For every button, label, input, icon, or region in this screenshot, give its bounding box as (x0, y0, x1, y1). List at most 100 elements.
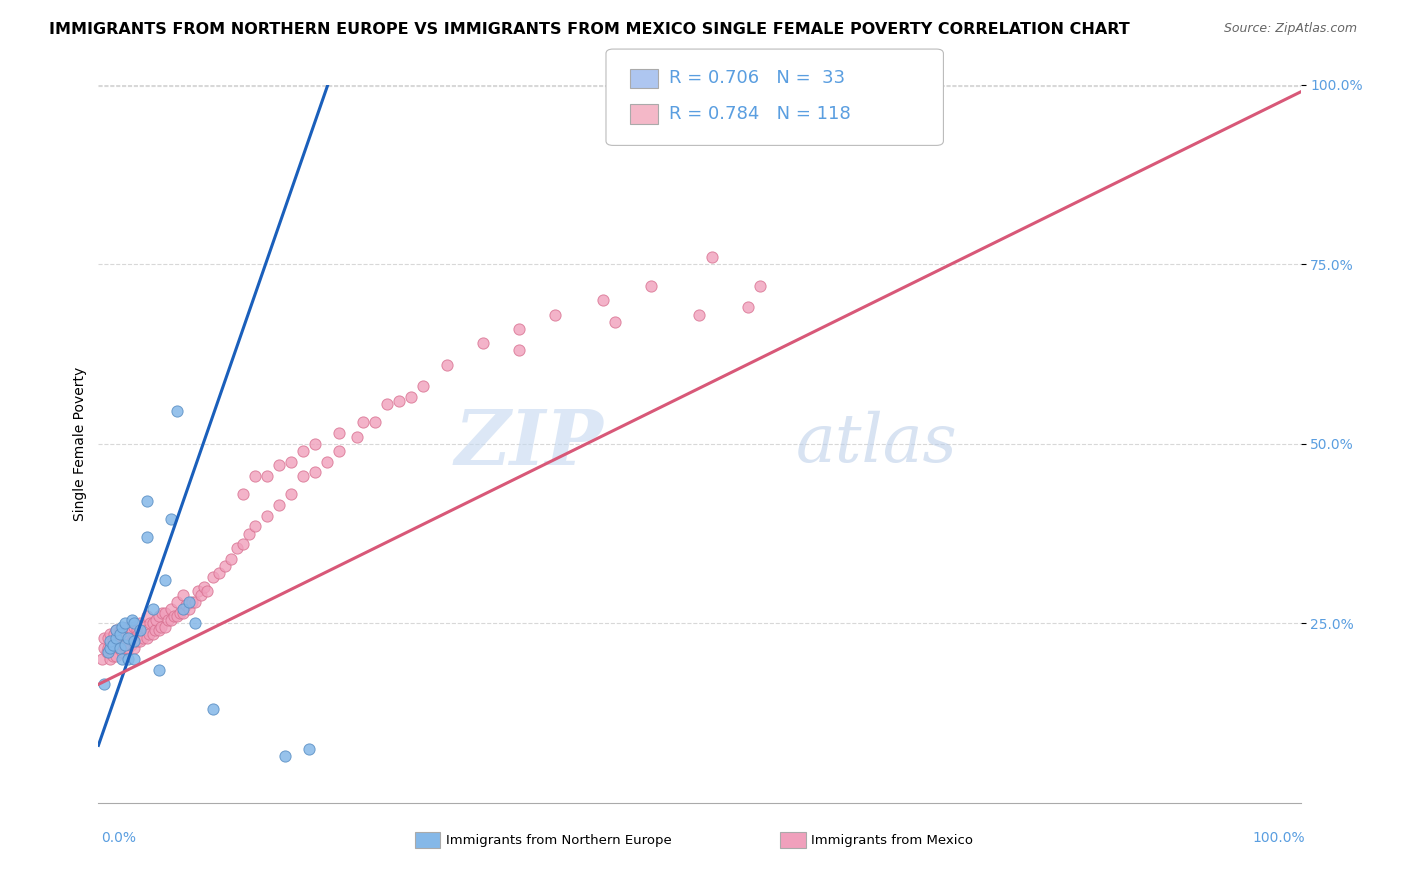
Point (132, 620, 155, 634)
Point (121, 634, 143, 648)
Point (101, 638, 124, 652)
Point (375, 397, 398, 411)
Point (108, 634, 131, 648)
Point (232, 537, 254, 551)
Point (592, 293, 614, 307)
Point (346, 429, 368, 443)
Point (267, 458, 290, 473)
Point (132, 631, 155, 645)
Point (105, 638, 128, 652)
Point (193, 581, 215, 595)
Text: Source: ZipAtlas.com: Source: ZipAtlas.com (1223, 22, 1357, 36)
Point (114, 634, 136, 648)
Point (135, 530, 157, 544)
Point (108, 641, 131, 656)
Point (129, 627, 152, 641)
Point (201, 702, 224, 716)
Point (166, 404, 188, 418)
Point (280, 455, 302, 469)
Point (124, 641, 146, 656)
Point (508, 322, 530, 336)
Text: Immigrants from Northern Europe: Immigrants from Northern Europe (446, 834, 672, 847)
Point (181, 595, 204, 609)
Point (243, 519, 266, 533)
Text: 0.0%: 0.0% (101, 831, 136, 846)
Point (315, 455, 337, 469)
Point (148, 624, 170, 638)
Point (125, 624, 148, 638)
Point (605, 315, 627, 329)
Point (172, 602, 194, 616)
Text: IMMIGRANTS FROM NORTHERN EUROPE VS IMMIGRANTS FROM MEXICO SINGLE FEMALE POVERTY : IMMIGRANTS FROM NORTHERN EUROPE VS IMMIG… (49, 22, 1130, 37)
Point (117, 652, 139, 666)
Point (157, 613, 180, 627)
Point (101, 648, 124, 663)
Point (97, 631, 120, 645)
Point (101, 634, 124, 648)
Text: Immigrants from Mexico: Immigrants from Mexico (811, 834, 973, 847)
Point (412, 379, 434, 393)
Point (100, 634, 122, 648)
Point (166, 609, 188, 624)
Point (108, 624, 131, 638)
Point (148, 609, 170, 624)
Point (117, 620, 139, 634)
Point (114, 616, 136, 631)
Point (195, 584, 218, 599)
Point (111, 620, 134, 634)
Point (153, 606, 176, 620)
Point (105, 631, 128, 645)
Point (190, 588, 212, 602)
Point (124, 631, 146, 645)
Text: R = 0.784   N = 118: R = 0.784 N = 118 (669, 105, 851, 123)
Point (364, 415, 387, 429)
Point (748, 278, 770, 293)
Point (243, 469, 266, 483)
Point (267, 498, 290, 512)
Point (225, 541, 247, 555)
Point (105, 648, 128, 663)
Point (153, 620, 176, 634)
Point (127, 627, 149, 641)
Point (129, 634, 152, 648)
Point (129, 624, 152, 638)
Point (201, 569, 224, 583)
Point (141, 616, 163, 631)
Point (96, 645, 118, 659)
Point (159, 602, 181, 616)
Point (108, 641, 131, 656)
Point (120, 638, 142, 652)
Point (108, 641, 131, 656)
Point (256, 469, 278, 483)
Point (274, 749, 297, 764)
Point (183, 595, 205, 609)
Point (93, 631, 115, 645)
Point (163, 609, 186, 624)
Point (124, 620, 146, 634)
Point (304, 436, 326, 450)
Point (219, 551, 242, 566)
Point (93, 677, 115, 691)
Text: 100.0%: 100.0% (1253, 831, 1305, 846)
Point (114, 641, 136, 656)
Point (145, 613, 167, 627)
Point (544, 308, 567, 322)
Point (117, 641, 139, 656)
Point (135, 609, 157, 624)
Point (159, 512, 181, 526)
Point (183, 616, 205, 631)
Point (214, 558, 236, 573)
Point (100, 627, 122, 641)
Point (232, 487, 254, 501)
Text: R = 0.706   N =  33: R = 0.706 N = 33 (669, 70, 845, 87)
Point (298, 742, 321, 756)
Point (111, 638, 134, 652)
Point (388, 393, 411, 408)
Point (141, 627, 163, 641)
Point (111, 645, 134, 659)
Point (291, 469, 314, 483)
Point (117, 631, 139, 645)
Point (172, 606, 194, 620)
Point (117, 634, 139, 648)
Point (115, 627, 138, 641)
